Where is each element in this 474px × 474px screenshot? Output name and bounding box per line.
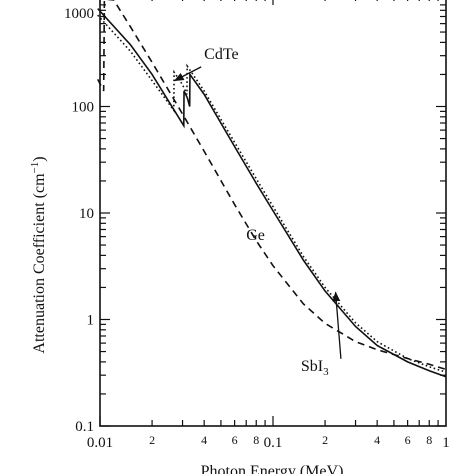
series-line-sbi3 bbox=[97, 8, 447, 378]
annotation-ge: Ge bbox=[246, 227, 265, 244]
y-axis-title: Attenuation Coefficient (cm−1) bbox=[29, 156, 48, 353]
plot-area bbox=[99, 0, 447, 427]
x-minor-tick-label: 4 bbox=[374, 433, 380, 447]
y-tick-label: 100 bbox=[72, 100, 95, 116]
series-line-ge bbox=[96, 0, 447, 371]
x-minor-tick-label: 6 bbox=[232, 433, 238, 447]
y-axis-title-superscript: −1 bbox=[29, 162, 41, 174]
plot-frame bbox=[99, 0, 447, 427]
series-line-cdte bbox=[97, 14, 447, 373]
y-tick-label: 10 bbox=[79, 206, 94, 222]
x-minor-tick-label: 2 bbox=[322, 433, 328, 447]
y-tick-label: 1 bbox=[87, 313, 95, 329]
x-axis-title: Photon Energy (MeV) bbox=[201, 463, 344, 474]
x-minor-tick-label: 6 bbox=[405, 433, 411, 447]
x-minor-tick-label: 8 bbox=[253, 433, 259, 447]
axis-ticks bbox=[99, 0, 446, 427]
x-minor-tick-label: 8 bbox=[426, 433, 432, 447]
x-tick-label: 1 bbox=[442, 435, 450, 451]
x-tick-label: 0.1 bbox=[264, 435, 283, 451]
y-tick-label: 1000 bbox=[64, 6, 94, 22]
annotation-sbi3-arrow bbox=[332, 291, 342, 359]
y-tick-label: 0.1 bbox=[75, 419, 94, 435]
annotation-sbi3-subscript: 3 bbox=[323, 366, 329, 378]
x-minor-tick-label: 2 bbox=[149, 433, 155, 447]
series-lines bbox=[96, 0, 447, 378]
y-axis-title-end: ) bbox=[31, 156, 48, 161]
annotations: CdTe Ge SbI3 bbox=[173, 46, 342, 378]
annotation-cdte-arrow bbox=[173, 66, 202, 82]
annotation-sbi3: SbI3 bbox=[301, 358, 329, 378]
x-tick-label: 0.01 bbox=[87, 435, 113, 451]
annotation-cdte: CdTe bbox=[204, 46, 238, 63]
x-minor-tick-label: 4 bbox=[201, 433, 207, 447]
